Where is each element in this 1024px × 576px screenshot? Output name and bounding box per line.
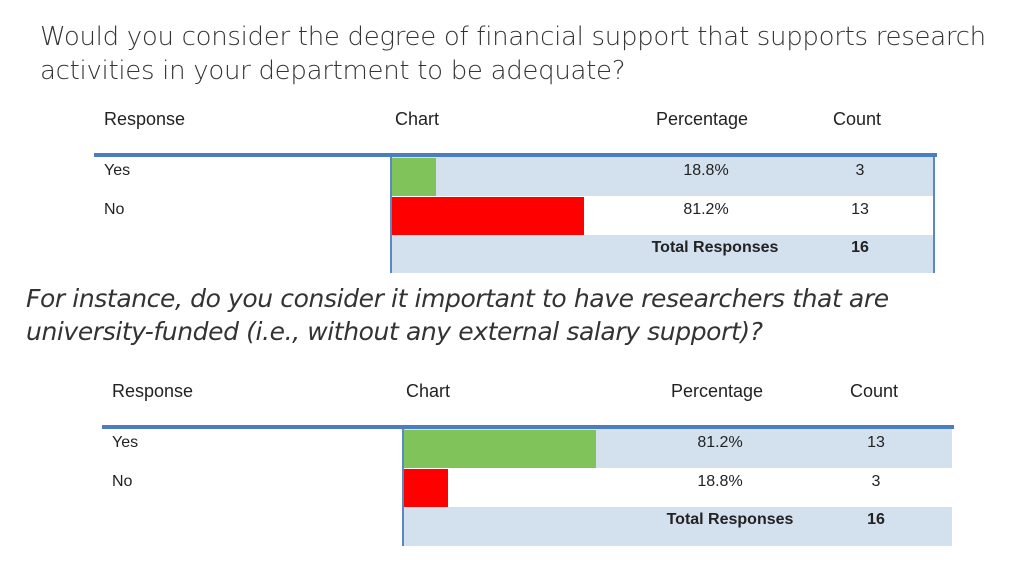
header-response: Response <box>112 381 194 401</box>
row-label-no: No <box>104 201 125 218</box>
total-label: Total Responses <box>666 511 794 528</box>
pct-yes: 18.8% <box>683 162 729 179</box>
count-no: 13 <box>851 201 869 218</box>
row-shade-yes <box>392 157 935 196</box>
table-right-border <box>933 157 935 273</box>
header-count: Count <box>850 381 899 401</box>
row-label-yes: Yes <box>104 162 131 179</box>
total-label: Total Responses <box>651 239 779 256</box>
header-chart: Chart <box>395 109 440 129</box>
header-rule <box>94 153 937 157</box>
count-yes: 3 <box>855 162 865 179</box>
pct-yes: 81.2% <box>697 434 743 451</box>
count-yes: 13 <box>867 434 885 451</box>
header-response: Response <box>104 109 186 129</box>
header-percentage: Percentage <box>656 109 749 129</box>
header-count: Count <box>833 109 882 129</box>
header-rule <box>102 425 954 429</box>
row-shade-total <box>404 507 952 546</box>
question-2-title: For instance, do you consider it importa… <box>26 284 889 346</box>
count-no: 3 <box>871 473 881 490</box>
header-chart: Chart <box>406 381 451 401</box>
row-label-yes: Yes <box>112 434 139 451</box>
bar-yes <box>392 158 436 196</box>
row-label-no: No <box>112 473 133 490</box>
bar-no <box>392 197 584 235</box>
question-1-title: Would you consider the degree of financi… <box>40 22 986 86</box>
chart-left-border <box>402 429 404 546</box>
chart-left-border <box>390 157 392 273</box>
bar-yes <box>404 430 596 468</box>
header-percentage: Percentage <box>671 381 764 401</box>
total-count: 16 <box>867 511 885 528</box>
pct-no: 18.8% <box>697 473 743 490</box>
bar-no <box>404 469 448 507</box>
pct-no: 81.2% <box>683 201 729 218</box>
row-shade-total <box>392 235 935 273</box>
total-count: 16 <box>851 239 869 256</box>
